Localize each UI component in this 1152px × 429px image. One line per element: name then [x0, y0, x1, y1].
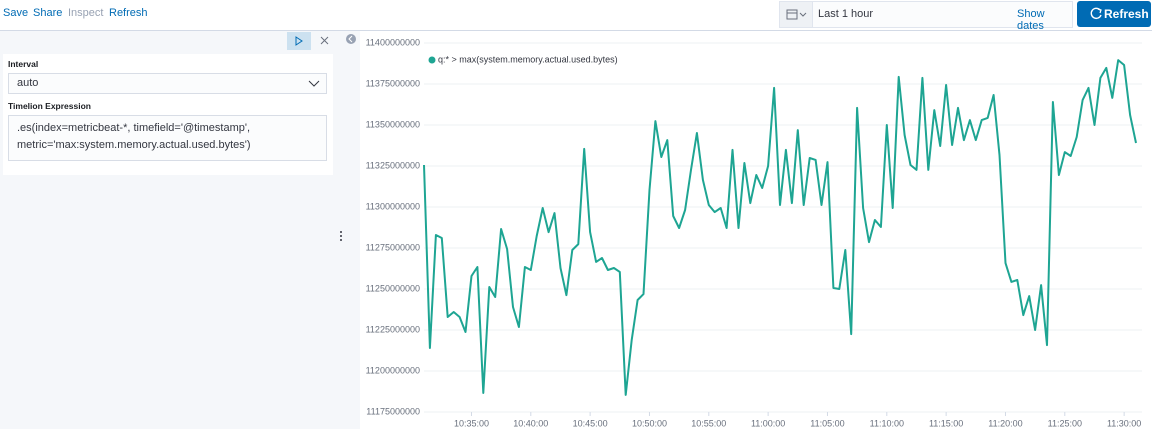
x-tick-label: 11:10:00 [870, 418, 904, 428]
expression-text: .es(index=metricbeat-*, timefield='@time… [17, 122, 251, 151]
chart: 11175000000 11200000000 11225000000 1125000… [366, 37, 1142, 428]
gutter-icons [340, 34, 356, 241]
show-dates[interactable]: Show dates [1017, 8, 1045, 32]
nav-share[interactable]: Share [33, 7, 63, 19]
x-tick-label: 10:35:00 [454, 418, 489, 428]
legend-swatch [428, 56, 436, 64]
y-tick-label: 11300000000 [366, 201, 420, 211]
series-line [423, 59, 1137, 396]
close-icon[interactable] [319, 35, 331, 47]
date-range: Last 1 hour [818, 8, 874, 20]
select-arrow [308, 80, 320, 87]
x-tick-label: 11:00:00 [751, 418, 785, 428]
y-tick-label: 11375000000 [366, 78, 420, 88]
refresh-button[interactable]: Refresh [1077, 1, 1151, 27]
top-bar: Save Share Inspect Refresh Last 1 hour S… [0, 0, 1152, 32]
interval-select[interactable]: auto [8, 73, 327, 94]
nav-refresh[interactable]: Refresh [109, 7, 148, 19]
calendar-button[interactable] [780, 2, 813, 27]
x-tick-label: 10:40:00 [513, 418, 548, 428]
x-tick-label: 11:05:00 [810, 418, 844, 428]
x-tick-label: 11:20:00 [988, 418, 1022, 428]
x-tick-label: 11:30:00 [1107, 418, 1141, 428]
interval-value: auto [17, 77, 39, 89]
nav-inspect: Inspect [68, 7, 104, 19]
expression-label: Timelion Expression [8, 101, 91, 111]
refresh-label: Refresh [1104, 7, 1149, 21]
x-tick-label: 10:55:00 [691, 418, 726, 428]
y-tick-label: 11400000000 [366, 37, 420, 47]
interval-label: Interval [8, 59, 39, 69]
expression-input[interactable]: .es(index=metricbeat-*, timefield='@time… [8, 115, 327, 161]
legend-label: q:* > max(system.memory.actual.used.byte… [438, 54, 618, 64]
nav-save[interactable]: Save [3, 7, 29, 19]
y-tick-label: 11275000000 [366, 242, 420, 252]
panel-gutter [333, 31, 360, 429]
refresh-icon [1090, 7, 1102, 20]
x-tick-label: 11:25:00 [1048, 418, 1082, 428]
y-tick-label: 11225000000 [366, 324, 420, 334]
y-tick-label: 11200000000 [366, 365, 420, 375]
y-tick-label: 11250000000 [366, 283, 420, 293]
y-tick-label: 11350000000 [366, 119, 420, 129]
run-icon [295, 36, 303, 46]
calendar-icon [786, 9, 807, 20]
editor-panel: Interval auto Timelion Expression .es(in… [0, 31, 333, 429]
x-tick-label: 10:50:00 [632, 418, 667, 428]
y-tick-label: 11175000000 [366, 406, 420, 416]
editor-card: Interval auto Timelion Expression .es(in… [3, 54, 333, 175]
x-tick-label: 11:15:00 [929, 418, 963, 428]
date-picker: Last 1 hour Show dates [779, 1, 1073, 32]
x-tick-label: 10:45:00 [573, 418, 608, 428]
y-tick-label: 11325000000 [366, 160, 420, 170]
run-button[interactable] [287, 32, 311, 50]
